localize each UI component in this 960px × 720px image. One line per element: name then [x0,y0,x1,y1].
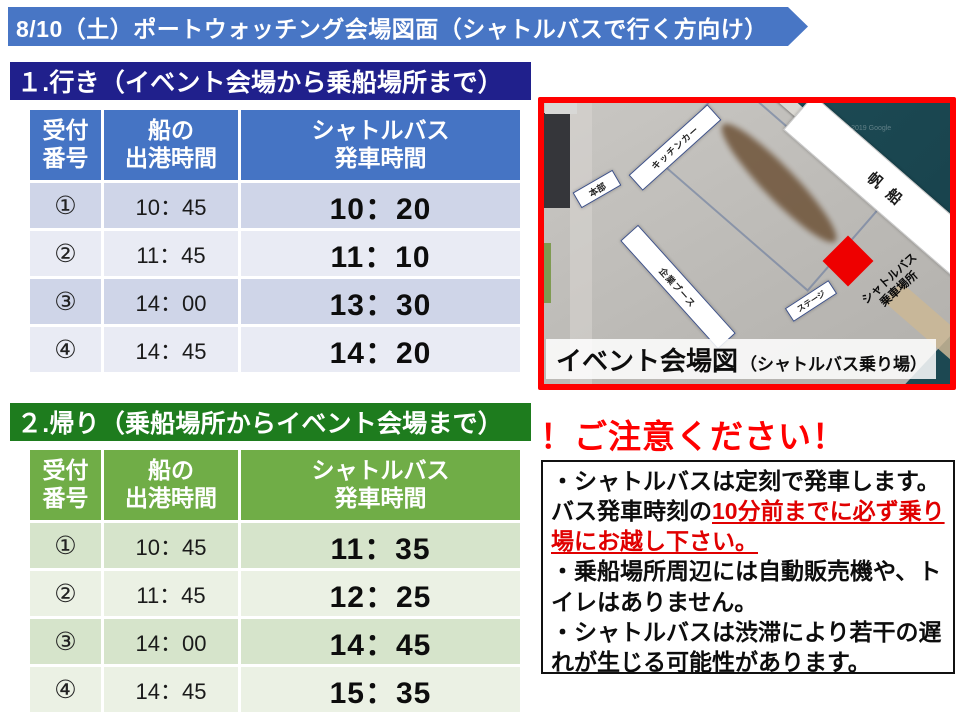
notice-heading: ！ご注意ください！ [540,418,846,455]
outbound-section-heading: １.行き（イベント会場から乗船場所まで） [10,62,531,100]
slide-title-banner: 8/10（土）ポートウォッチング会場図面（シャトルバスで行く方向け） [8,7,808,46]
table-cell-ship: 11：45 [104,571,238,616]
col-header-ship-departure: 船の 出港時間 [104,450,238,520]
table-cell-no: ④ [30,667,101,712]
table-cell-bus: 11：10 [241,231,520,276]
return-table: 受付 番号 船の 出港時間 シャトルバス 発車時間 ① 10：45 11：35 … [30,450,520,712]
table-cell-no: ① [30,183,101,228]
col-header-bus-departure: シャトルバス 発車時間 [241,450,520,520]
col-header-ship-departure: 船の 出港時間 [104,110,238,180]
table-cell-bus: 10：20 [241,183,520,228]
notice-item-delay: ・シャトルバスは渋滞により若干の遅れが生じる可能性があります。 [551,618,942,674]
return-heading-text: ２.帰り（乗船場所からイベント会場まで） [17,410,503,438]
notice-box: ・シャトルバスは定刻で発車します。バス発車時刻の10分前までに必ず乗り場にお越し… [541,460,955,674]
col-header-reception-number: 受付 番号 [30,110,101,180]
table-cell-ship: 14：00 [104,279,238,324]
access-road [570,103,592,384]
table-cell-ship: 10：45 [104,523,238,568]
grass-strip [544,243,551,303]
map-caption: イベント会場図 （シャトルバス乗り場） [546,339,936,379]
outbound-table: 受付 番号 船の 出港時間 シャトルバス 発車時間 ① 10：45 10：20 … [30,110,520,372]
table-cell-ship: 10：45 [104,183,238,228]
table-cell-ship: 11：45 [104,231,238,276]
table-cell-ship: 14：00 [104,619,238,664]
table-cell-no: ③ [30,619,101,664]
col-header-reception-number: 受付 番号 [30,450,101,520]
table-cell-bus: 14：45 [241,619,520,664]
venue-map: キッチンカー 本部 企業ブース ステージ 帆船 シャトルバス 乗車場所 © 20… [538,97,956,390]
parked-cars [545,103,577,114]
table-cell-bus: 12：25 [241,571,520,616]
map-watermark: © 2019 Google [844,125,892,132]
table-cell-no: ② [30,571,101,616]
notice-item-punctuality-warning: 10分前までに必ず乗り場にお越し下さい。 [551,498,945,555]
table-cell-bus: 11：35 [241,523,520,568]
map-caption-sub: （シャトルバス乗り場） [740,354,928,374]
table-cell-no: ② [30,231,101,276]
table-cell-bus: 13：30 [241,279,520,324]
table-cell-bus: 14：20 [241,327,520,372]
table-cell-bus: 15：35 [241,667,520,712]
table-cell-no: ④ [30,327,101,372]
return-section-heading: ２.帰り（乗船場所からイベント会場まで） [10,403,531,441]
col-header-bus-departure: シャトルバス 発車時間 [241,110,520,180]
table-cell-ship: 14：45 [104,667,238,712]
notice-item-punctuality: ・シャトルバスは定刻で発車します。バス発車時刻の10分前までに必ず乗り場にお越し… [551,466,945,556]
map-caption-main: イベント会場図 [556,345,739,376]
slide-title: 8/10（土）ポートウォッチング会場図面（シャトルバスで行く方向け） [16,15,768,42]
table-cell-no: ③ [30,279,101,324]
table-cell-ship: 14：45 [104,327,238,372]
outbound-heading-text: １.行き（イベント会場から乗船場所まで） [17,69,503,97]
building-block [544,113,570,208]
notice-item-facilities: ・乗船場所周辺には自動販売機や、トイレはありません。 [551,558,942,615]
notice-item-punctuality-text: ・シャトルバスは定刻で発車します。バス発車時刻の [551,468,940,525]
table-cell-no: ① [30,523,101,568]
map-label-corporate-booth: 企業ブース [620,224,736,350]
